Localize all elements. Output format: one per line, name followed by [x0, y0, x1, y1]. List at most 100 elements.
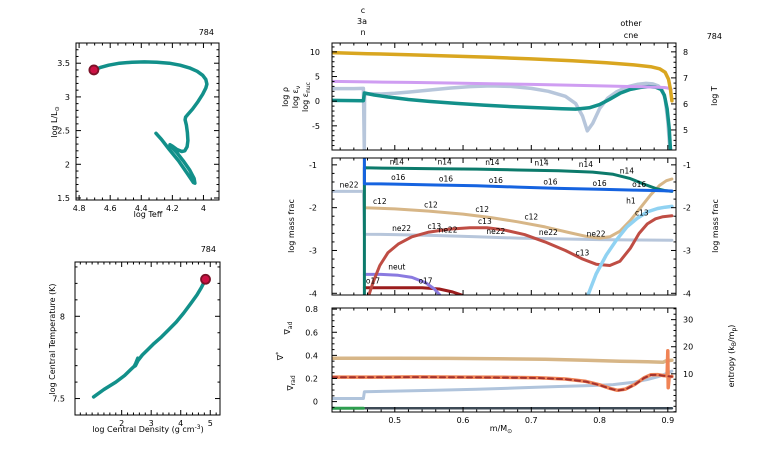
curve-label-o16: o16 [632, 180, 646, 189]
x-tick-label: 4.4 [135, 204, 148, 213]
model-number-hr: 784 [199, 28, 214, 37]
y-tick-label: 5 [315, 73, 320, 82]
series-c13 [367, 214, 674, 295]
grad-rad-axis-label: ∇rad [286, 375, 297, 392]
y2-tick-label: 8 [683, 48, 688, 57]
y-tick-label: -2 [309, 204, 317, 213]
hr-current-model-marker [88, 64, 100, 76]
y-tick-label: 8 [60, 312, 65, 321]
burn-label-n: n [360, 28, 365, 37]
curve-label-n14: n14 [437, 157, 452, 166]
series-hr-track [92, 60, 209, 185]
curve-label-n14: n14 [390, 157, 405, 166]
mass-x-axis-label: m/M⊙ [490, 424, 512, 435]
curve-label-o16: o16 [489, 176, 503, 185]
curve-label-n14: n14 [485, 158, 500, 167]
hr-diagram-series [92, 60, 209, 185]
x-tick-label: 5 [208, 419, 213, 428]
grad-ad-axis-label: ∇ad [283, 321, 294, 335]
y2-tick-label: 5 [683, 126, 688, 135]
x-tick-label: 4.6 [104, 204, 117, 213]
x-tick-label: 4.8 [73, 204, 86, 213]
y-tick-label: 10 [310, 48, 320, 57]
x-tick-label: 4 [201, 204, 206, 213]
y-tick-label: -1 [309, 161, 317, 170]
curve-label-ne22: ne22 [539, 228, 558, 237]
curve-label-ne22: ne22 [340, 181, 359, 190]
gradient-panel-ticks [332, 308, 676, 413]
x-tick-label: 0.9 [661, 416, 674, 425]
curve-label-c13: c13 [576, 249, 590, 258]
mass-frac-left-axis-label: log mass frac [287, 199, 296, 253]
x-tick-label: 3 [149, 419, 154, 428]
y-tick-label: 7.5 [52, 395, 65, 404]
y-tick-label: 3.5 [57, 59, 70, 68]
model-number-profiles: 784 [707, 32, 722, 41]
x-tick-label: 0.6 [457, 416, 470, 425]
y2-tick-label: 7 [683, 74, 688, 83]
x-tick-label: 0.7 [525, 416, 538, 425]
x-tick-label: 4.2 [166, 204, 179, 213]
y2-tick-label: 20 [683, 343, 693, 352]
series-grad-star [332, 373, 673, 392]
x-tick-label: 4 [178, 419, 183, 428]
abundance-panel-ticks [332, 158, 676, 295]
y-tick-label: -5 [312, 122, 320, 131]
trho-current-model-marker [200, 273, 211, 285]
curve-label-o16: o16 [391, 173, 405, 182]
series-log-eps-nuc [332, 81, 672, 150]
y-tick-label-right: -1 [683, 161, 691, 170]
y-tick-label: 0.4 [305, 351, 318, 360]
series-entropy [332, 369, 674, 400]
y-tick-label: 2.5 [57, 127, 70, 136]
y-tick-label: 0.8 [305, 305, 318, 314]
burn-label-cne: cne [624, 31, 638, 40]
hr-y-axis-label: log L/L⊙ [50, 106, 61, 137]
curve-label-o16: o16 [592, 179, 606, 188]
curve-label-ne22: ne22 [587, 229, 606, 238]
curve-label-c12: c12 [475, 205, 489, 214]
curve-label-c13: c13 [635, 208, 649, 217]
y-tick-label: 0.6 [305, 328, 318, 337]
y-tick-label-right: -3 [683, 246, 691, 255]
burn-label-3a: 3a [357, 17, 367, 26]
gradient-panel: 0.5 0.6 0.7 0.8 0.9 0 0.2 0.4 0.6 0.8 10 20 30 ∇ad ∇* ∇… [275, 305, 738, 435]
trho-diagram-frame [74, 261, 221, 416]
curve-label-c12: c12 [424, 201, 438, 210]
curve-label-n14: n14 [620, 166, 635, 175]
y2-tick-label: 30 [683, 316, 693, 325]
curve-label-h1: h1 [626, 196, 636, 205]
y-tick-label: -4 [309, 289, 317, 298]
trho-x-axis-label: log Central Density (g cm-3) [92, 424, 203, 434]
entropy-axis-label: entropy (kB/mp) [727, 325, 738, 388]
hr-diagram-frame [75, 42, 220, 201]
trho-diagram-series [91, 277, 208, 399]
series-h1 [586, 204, 674, 295]
curve-label-n14: n14 [579, 160, 594, 169]
burn-label-other: other [620, 19, 642, 28]
abundance-panel: -1 -1 -2 -2 -3 -3 -4 -4 log mass frac log mass fr… [287, 157, 720, 298]
y2-tick-label: 6 [683, 100, 688, 109]
series-neut [362, 272, 442, 295]
y-tick-label: 1.5 [57, 194, 70, 203]
curve-label-o16: o16 [543, 178, 557, 187]
series-log-eps-nu [332, 84, 673, 150]
x-tick-label: 0.8 [593, 416, 606, 425]
curve-label-c13: c13 [428, 222, 442, 231]
curve-label-c12: c12 [524, 213, 538, 222]
hr-diagram-ticks [76, 42, 220, 200]
mass-frac-right-axis-label: log mass frac [711, 199, 720, 253]
curve-label-neut: neut [388, 263, 405, 272]
series-grad-ad [332, 356, 674, 365]
x-tick-label: 2 [119, 419, 124, 428]
log-eps-nuc-axis-label: log εnuc [301, 82, 312, 112]
y-tick-label: -3 [309, 246, 317, 255]
y-tick-label-right: -4 [683, 289, 691, 298]
curve-label-c13: c13 [478, 217, 492, 226]
curve-label-o16: o16 [439, 175, 453, 184]
